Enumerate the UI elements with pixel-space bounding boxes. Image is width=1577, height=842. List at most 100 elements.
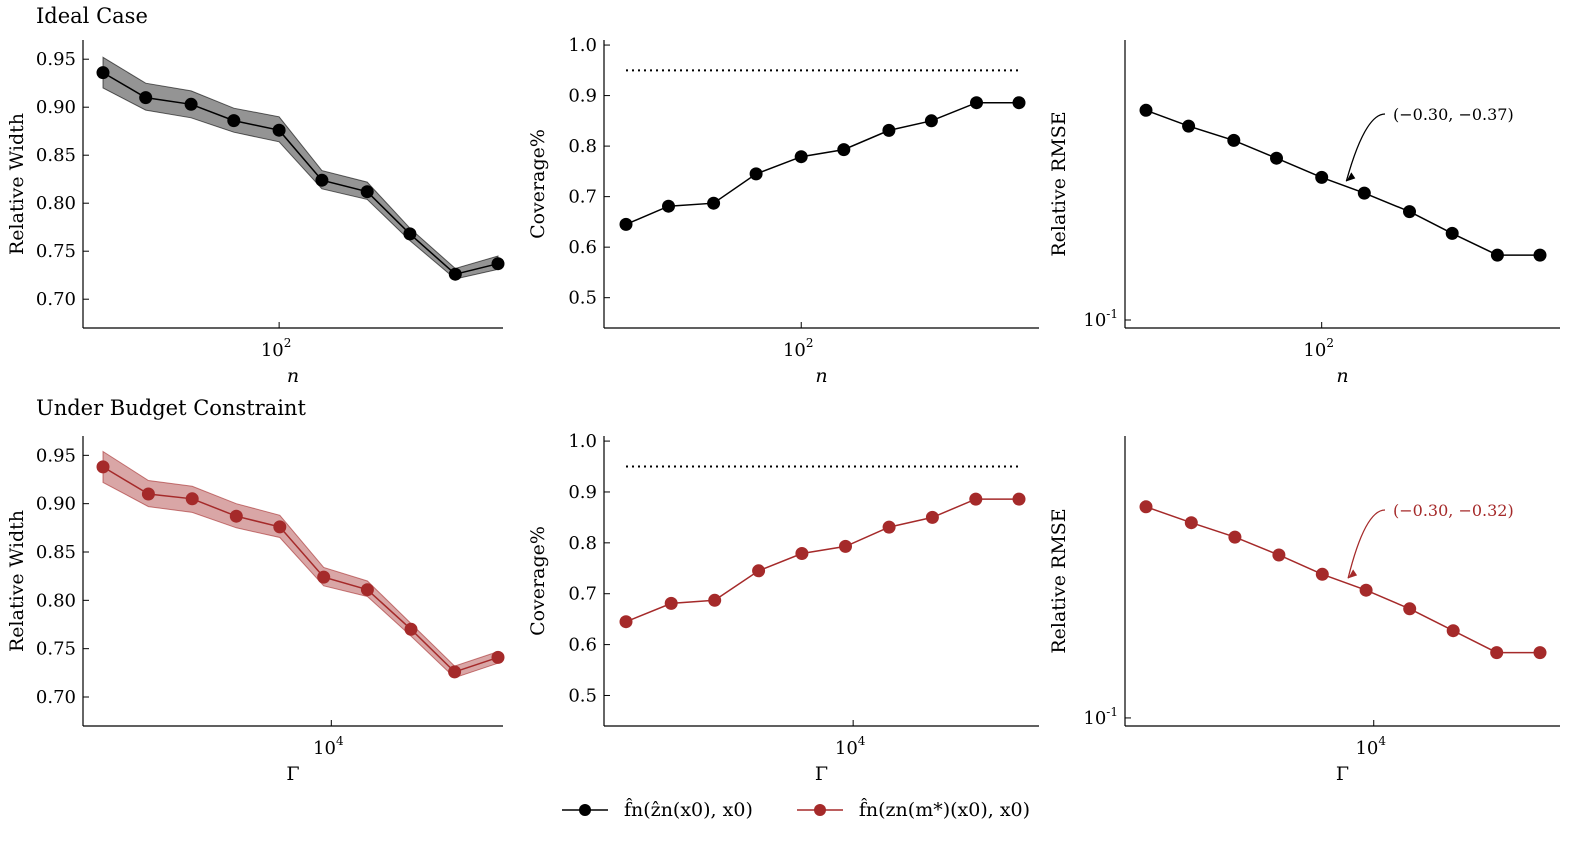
data-point: [925, 510, 939, 524]
y-tick-label: 0.70: [36, 687, 76, 708]
data-point: [662, 199, 675, 213]
y-tick-label: 0.75: [36, 241, 76, 262]
data-point: [1359, 583, 1373, 597]
data-point: [1357, 186, 1371, 200]
legend-marker-black: [562, 804, 608, 816]
data-point: [1403, 602, 1417, 616]
data-point: [1270, 151, 1283, 165]
legend: f̂n(ẑn(x0), x0) f̂n(zn(m*)(x0), x0): [560, 790, 1030, 830]
y-axis-label: Coverage%: [527, 526, 549, 636]
series-line: [1145, 109, 1540, 256]
data-point: [491, 650, 505, 664]
y-axis-label: Relative RMSE: [1048, 508, 1070, 653]
data-point: [752, 564, 766, 578]
annotation-arrow: [1345, 113, 1386, 182]
y-tick-label: 0.95: [36, 49, 76, 70]
y-tick-label: 0.9: [568, 86, 597, 107]
data-point: [139, 91, 153, 105]
x-tick-label: 104: [835, 734, 866, 759]
data-point: [227, 114, 241, 128]
y-tick-label: 10-1: [1083, 705, 1118, 729]
y-axis-label: Coverage%: [527, 129, 549, 239]
data-point: [1446, 624, 1460, 638]
legend-label-budget: f̂n(zn(m*)(x0), x0): [858, 799, 1031, 821]
data-point: [749, 167, 763, 181]
x-tick-label: 102: [1303, 336, 1334, 361]
x-tick-label: 102: [783, 336, 814, 361]
data-point: [1533, 646, 1547, 660]
panel-r0c0: 0.70 0.75 0.80 0.85 0.90 0.95 102 n Relative Wid…: [6, 40, 505, 387]
x-axis-label: Γ: [1336, 763, 1349, 785]
data-point: [970, 96, 983, 110]
row-title-ideal-case: Ideal Case: [36, 4, 148, 28]
legend-item-ideal: f̂n(ẑn(x0), x0): [560, 799, 753, 821]
panel-r1c2: 10-1 104 Γ Relative RMSE (−0.30, −0.32): [1048, 436, 1560, 785]
x-axis-label: n: [815, 365, 827, 387]
data-point: [707, 196, 721, 210]
data-point: [1182, 119, 1196, 133]
y-axis-label: Relative RMSE: [1048, 111, 1070, 256]
data-point: [969, 492, 983, 506]
data-point: [837, 143, 851, 157]
y-axis-label: Relative Width: [6, 113, 28, 255]
data-point: [1403, 205, 1416, 219]
legend-marker-red: [796, 804, 843, 816]
x-tick-label: 104: [1355, 734, 1386, 759]
y-axis-label: Relative Width: [6, 510, 28, 652]
data-point: [491, 257, 505, 271]
data-point: [1012, 492, 1026, 506]
data-point: [794, 150, 808, 164]
data-point: [141, 487, 155, 501]
row-title-under-budget-constraint: Under Budget Constraint: [36, 396, 306, 420]
series-line: [625, 498, 1019, 623]
y-tick-label: 1.0: [568, 431, 597, 452]
data-point: [795, 547, 809, 560]
x-tick-label: 104: [313, 734, 344, 759]
data-point: [1184, 516, 1198, 530]
y-tick-label: 10-1: [1083, 307, 1118, 331]
data-point: [448, 665, 462, 679]
x-axis-label: Γ: [286, 763, 299, 785]
x-axis-label: n: [1336, 365, 1348, 387]
data-point: [708, 593, 722, 607]
series-line: [1145, 506, 1540, 654]
y-tick-label: 0.6: [568, 237, 597, 258]
confidence-band: [102, 450, 499, 679]
data-point: [1490, 248, 1504, 262]
data-point: [1228, 530, 1242, 544]
legend-item-budget: f̂n(zn(m*)(x0), x0): [795, 799, 1030, 821]
data-point: [1139, 103, 1153, 117]
data-point: [882, 520, 896, 534]
series-line: [625, 101, 1019, 226]
y-tick-label: 0.70: [36, 289, 76, 310]
y-tick-label: 0.85: [36, 542, 76, 563]
y-tick-label: 0.8: [568, 533, 597, 554]
data-point: [1315, 567, 1329, 581]
y-tick-label: 0.5: [568, 288, 597, 309]
x-axis-label: n: [287, 365, 299, 387]
data-point: [360, 185, 374, 199]
y-tick-label: 0.95: [36, 445, 76, 466]
data-point: [664, 596, 678, 610]
annotation-arrowhead: [1346, 172, 1356, 182]
y-tick-label: 0.6: [568, 635, 597, 656]
data-point: [619, 217, 633, 231]
series-line: [102, 71, 499, 276]
data-point: [229, 509, 243, 523]
annotation-arrow: [1347, 509, 1386, 579]
y-tick-label: 0.80: [36, 193, 76, 214]
data-point: [1445, 226, 1459, 240]
series-line: [102, 466, 499, 673]
panel-r1c1: 0.5 0.6 0.7 0.8 0.9 1.0 104 Γ Coverage%: [527, 431, 1039, 785]
y-tick-label: 0.85: [36, 145, 76, 166]
data-point: [619, 615, 633, 629]
data-point: [1139, 500, 1153, 514]
y-tick-label: 0.9: [568, 482, 597, 503]
data-point: [1272, 548, 1286, 562]
data-point: [839, 539, 852, 553]
data-point: [1490, 646, 1504, 660]
y-tick-label: 0.80: [36, 590, 76, 611]
